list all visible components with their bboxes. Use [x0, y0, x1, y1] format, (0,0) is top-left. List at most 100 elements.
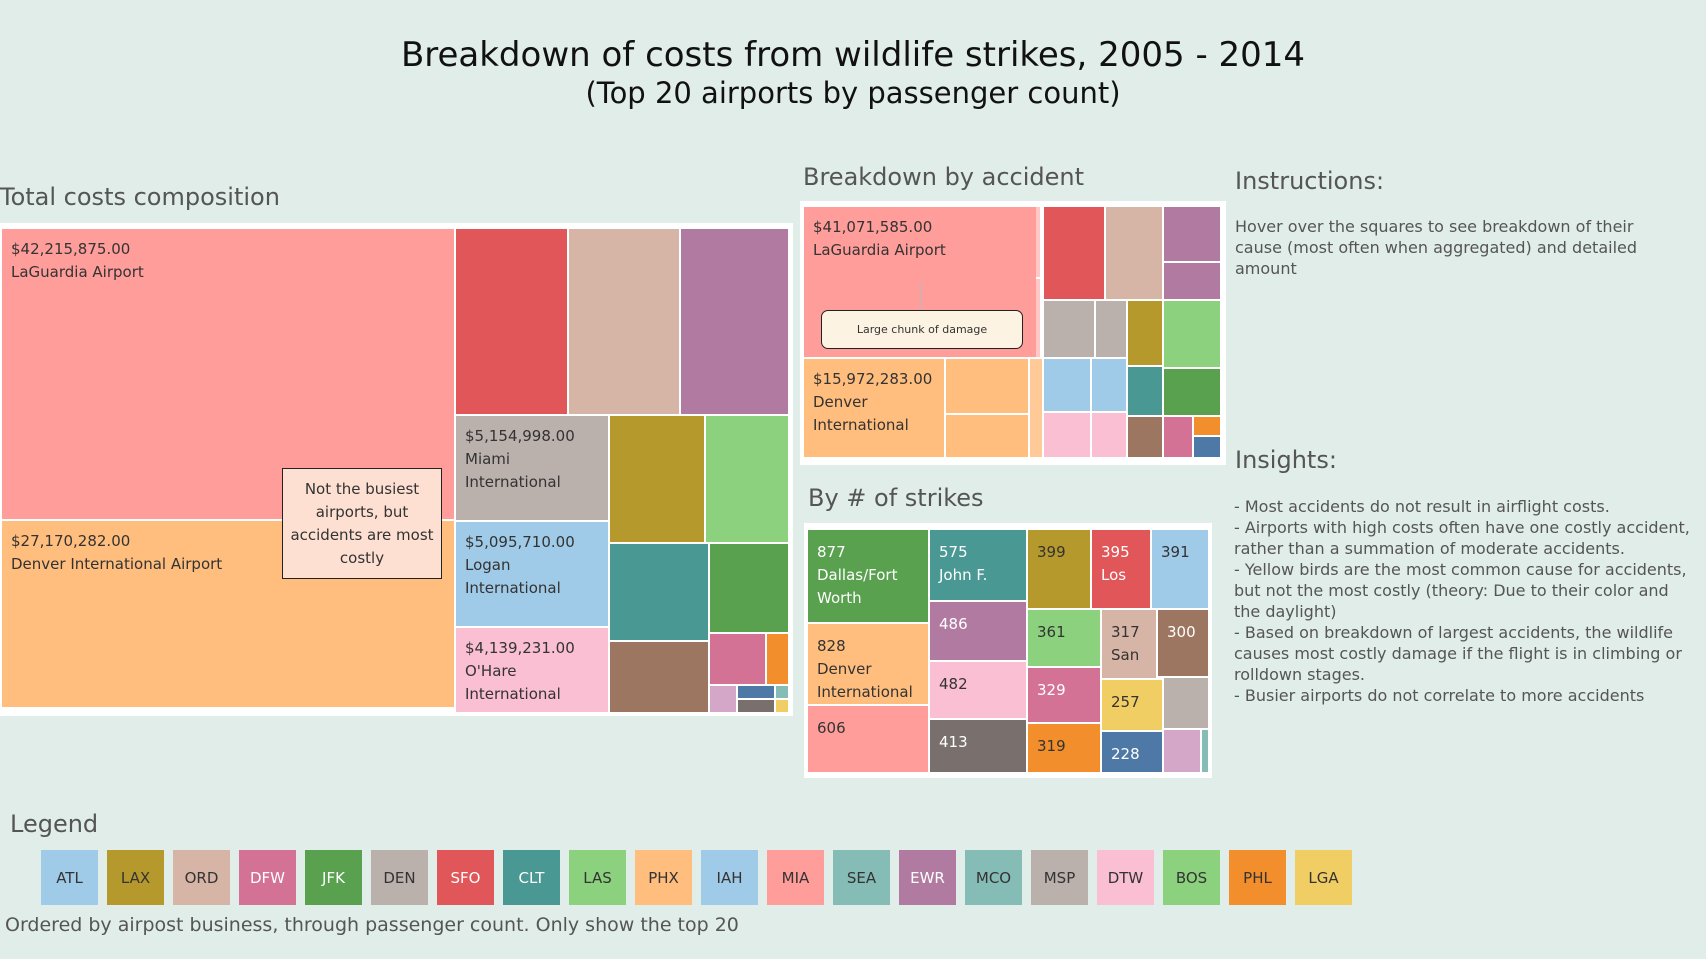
accident-cell-den-4[interactable] — [1030, 359, 1042, 457]
strikes-cell-lax[interactable]: 399 — [1028, 530, 1090, 608]
treemap-cell-ord-2[interactable]: $4,139,231.00 O'Hare International — [456, 628, 608, 712]
accident-cell-sfo[interactable] — [1044, 207, 1104, 299]
strikes-cell-las[interactable]: 361 — [1028, 610, 1100, 666]
treemap-cell-sfo[interactable] — [456, 229, 567, 414]
strikes-cell-phx[interactable] — [1164, 678, 1208, 728]
cell-airport: John F. — [939, 566, 988, 584]
legend-item-msp[interactable]: MSP — [1031, 850, 1088, 905]
strikes-cell-small-1[interactable] — [1164, 730, 1200, 772]
legend-item-mia[interactable]: MIA — [767, 850, 824, 905]
legend-item-mco[interactable]: MCO — [965, 850, 1022, 905]
accident-annotation: Large chunk of damage — [821, 310, 1023, 349]
accident-cell-msp[interactable] — [1128, 417, 1162, 457]
cell-count: 828 — [817, 637, 846, 655]
accident-cell-ewr[interactable] — [1164, 207, 1220, 261]
strikes-cell-mia[interactable]: 606 — [808, 706, 928, 772]
treemap-cell-phl[interactable] — [767, 634, 788, 684]
cell-count: 399 — [1037, 543, 1066, 561]
treemap-cell-msp[interactable] — [610, 642, 708, 712]
legend-item-phx[interactable]: PHX — [635, 850, 692, 905]
legend-item-sea[interactable]: SEA — [833, 850, 890, 905]
accident-cell-bos[interactable] — [1044, 359, 1090, 411]
strikes-cell-iah[interactable]: 228 — [1102, 732, 1162, 772]
strikes-cell-sfo[interactable]: 395 Los — [1092, 530, 1150, 608]
annotation-connector — [921, 282, 922, 310]
accident-cell-lax[interactable] — [1128, 301, 1162, 365]
cell-label: $27,170,282.00 Denver International Airpo… — [11, 530, 222, 576]
treemap-cell-small-2[interactable] — [738, 686, 774, 698]
cell-count: 413 — [939, 733, 968, 751]
cell-count: 482 — [939, 675, 968, 693]
legend-item-lax[interactable]: LAX — [107, 850, 164, 905]
strikes-cell-small-2[interactable] — [1202, 730, 1208, 772]
strikes-cell-jfk[interactable]: 575 John F. — [930, 530, 1026, 600]
strikes-cell-sea[interactable]: 413 — [930, 720, 1026, 772]
accident-cell-lga-small-2[interactable] — [1036, 279, 1040, 357]
accident-cell-den-3[interactable] — [946, 415, 1028, 457]
accident-cell-phl[interactable] — [1194, 417, 1220, 435]
treemap-cell-lax[interactable] — [610, 416, 704, 542]
strikes-cell-den[interactable]: 828 Denver International — [808, 624, 928, 704]
accident-cell-ord-2[interactable] — [1044, 413, 1090, 457]
accident-cell-ewr-2[interactable] — [1164, 263, 1220, 299]
strikes-cell-msp[interactable]: 300 — [1158, 610, 1208, 676]
strikes-cell-dfw[interactable]: 877 Dallas/Fort Worth — [808, 530, 928, 622]
treemap-cell-clt[interactable] — [610, 544, 708, 640]
strikes-cell-ewr[interactable]: 486 — [930, 602, 1026, 660]
legend-item-las[interactable]: LAS — [569, 850, 626, 905]
treemap-cell-ewr[interactable] — [681, 229, 788, 414]
treemap-cell-mia[interactable]: $5,154,998.00 Miami International — [456, 416, 608, 520]
accident-cell-den-2[interactable] — [946, 359, 1028, 413]
cell-amount: $15,972,283.00 — [813, 370, 933, 388]
strikes-cell-ord[interactable]: 317 San — [1102, 610, 1156, 678]
cell-count: 486 — [939, 615, 968, 633]
legend-item-clt[interactable]: CLT — [503, 850, 560, 905]
legend-note: Ordered by airpost business, through pas… — [5, 914, 739, 936]
strikes-cell-phl[interactable]: 319 — [1028, 724, 1100, 772]
accident-cell-dfw[interactable] — [1164, 417, 1192, 457]
legend-item-den[interactable]: DEN — [371, 850, 428, 905]
legend-item-iah[interactable]: IAH — [701, 850, 758, 905]
legend-item-dfw[interactable]: DFW — [239, 850, 296, 905]
cell-airport: LaGuardia Airport — [11, 263, 144, 281]
accident-cell-ord[interactable] — [1106, 207, 1162, 299]
treemap-cell-small-3[interactable] — [776, 686, 788, 698]
accident-cell-mia-2[interactable] — [1096, 301, 1126, 357]
cell-label: 575 John F. — [939, 541, 987, 587]
strikes-cell-dtw[interactable]: 482 — [930, 662, 1026, 718]
legend-item-atl[interactable]: ATL — [41, 850, 98, 905]
accident-cell-bos-2[interactable] — [1092, 359, 1126, 411]
strikes-cell-dfw-2[interactable]: 329 — [1028, 668, 1100, 722]
accident-cell-den[interactable]: $15,972,283.00 Denver International — [804, 359, 944, 457]
by-strikes-treemap: 877 Dallas/Fort Worth 575 John F. 399 395 L… — [804, 523, 1212, 778]
treemap-cell-las[interactable] — [706, 416, 788, 542]
legend-item-phl[interactable]: PHL — [1229, 850, 1286, 905]
treemap-cell-small-1[interactable] — [710, 686, 736, 712]
legend-item-dtw[interactable]: DTW — [1097, 850, 1154, 905]
legend-item-ord[interactable]: ORD — [173, 850, 230, 905]
accident-cell-clt[interactable] — [1128, 367, 1162, 415]
legend-item-lga[interactable]: LGA — [1295, 850, 1352, 905]
cell-airport: O'Hare International — [465, 662, 561, 703]
instructions-text: Hover over the squares to see breakdown … — [1235, 217, 1638, 278]
accident-cell-las[interactable] — [1164, 301, 1220, 367]
accident-cell-jfk[interactable] — [1164, 369, 1220, 415]
accident-cell-small[interactable] — [1194, 437, 1220, 457]
treemap-cell-ord[interactable] — [569, 229, 679, 414]
treemap-cell-small-5[interactable] — [776, 700, 788, 712]
accident-cell-lga-small-1[interactable] — [1036, 207, 1040, 277]
strikes-cell-atl[interactable]: 391 — [1152, 530, 1208, 608]
treemap-cell-jfk[interactable] — [710, 544, 788, 632]
legend-item-jfk[interactable]: JFK — [305, 850, 362, 905]
treemap-cell-bos[interactable]: $5,095,710.00 Logan International — [456, 522, 608, 626]
treemap-cell-small-4[interactable] — [738, 700, 774, 712]
legend-item-ewr[interactable]: EWR — [899, 850, 956, 905]
accident-cell-dtw[interactable] — [1092, 413, 1126, 457]
insight-line: - Busier airports do not correlate to mo… — [1234, 686, 1645, 705]
by-strikes-heading: By # of strikes — [808, 484, 984, 512]
strikes-cell-lga[interactable]: 257 — [1102, 680, 1162, 730]
legend-item-bos[interactable]: BOS — [1163, 850, 1220, 905]
accident-cell-mia[interactable] — [1044, 301, 1094, 357]
treemap-cell-dfw[interactable] — [710, 634, 765, 684]
legend-item-sfo[interactable]: SFO — [437, 850, 494, 905]
